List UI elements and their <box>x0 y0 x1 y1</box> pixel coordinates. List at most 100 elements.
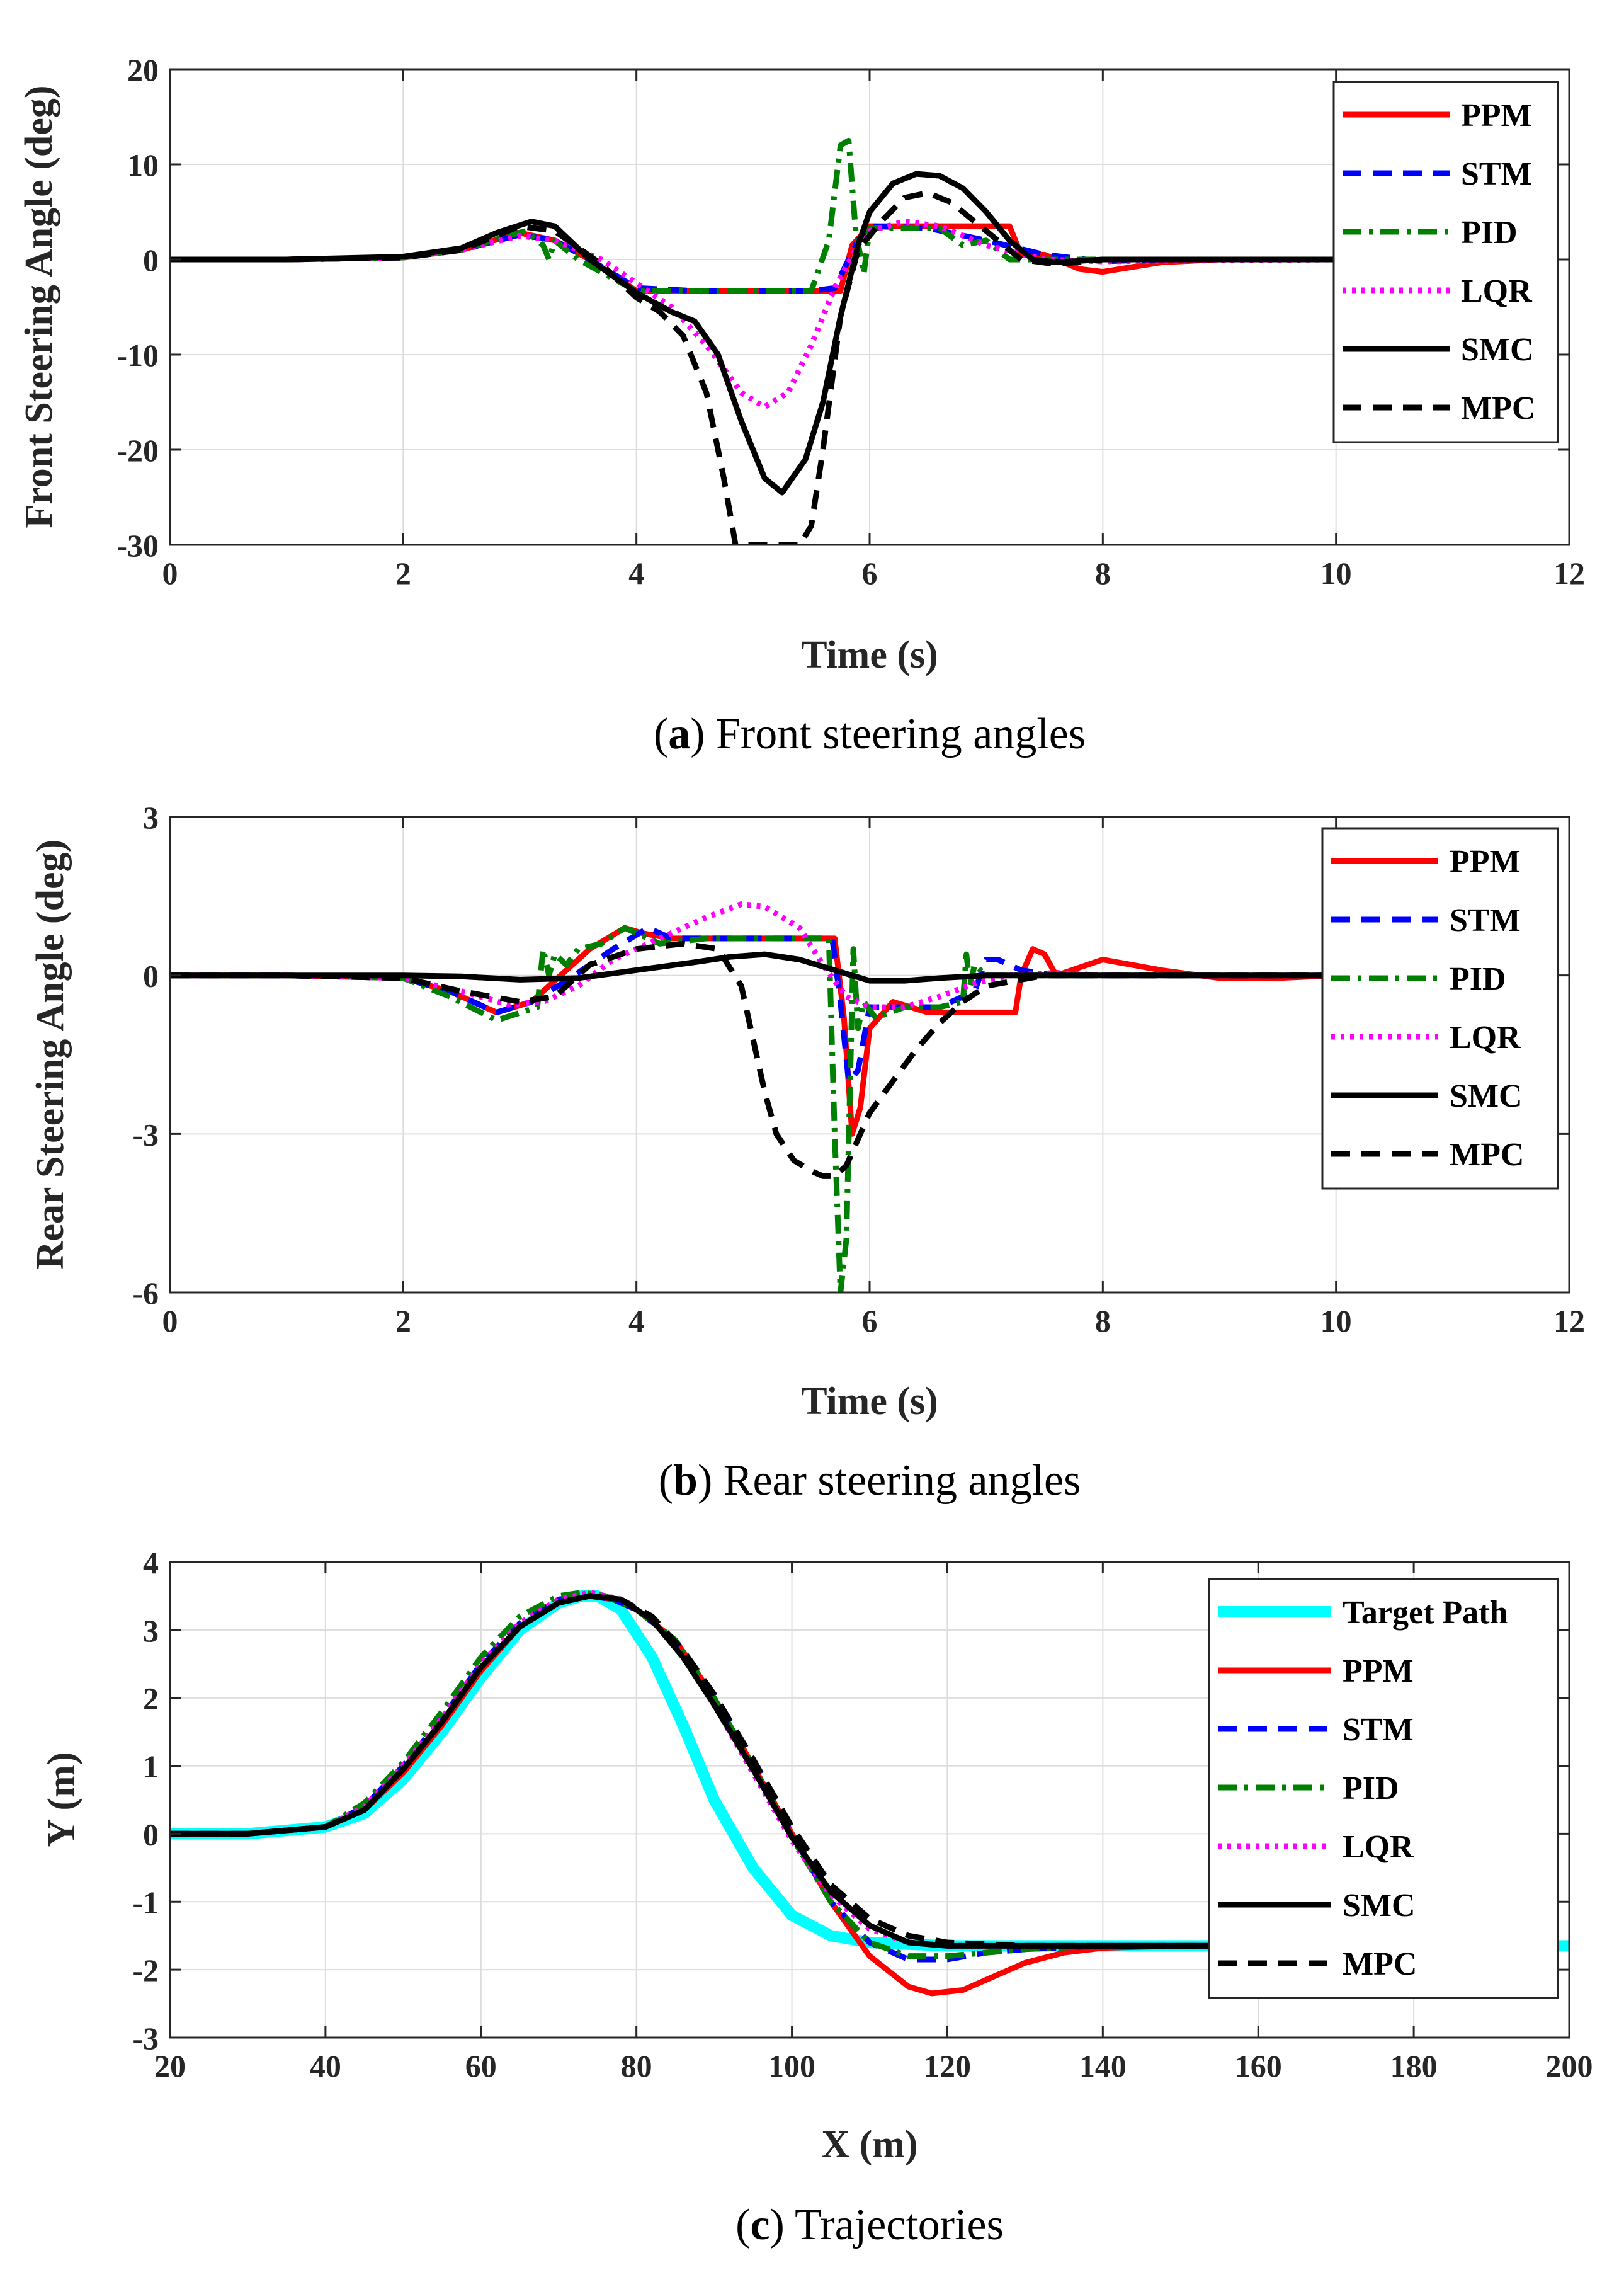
x-tick-label: 4 <box>628 1303 644 1338</box>
x-tick-label: 120 <box>924 2048 971 2084</box>
x-tick-label: 60 <box>465 2048 497 2084</box>
tick-labels: 20 40 60 80 100 120 140 160 180 200 -3 -2 -1 0 1 2 3 4 <box>132 1545 1593 2084</box>
x-tick-label: 180 <box>1390 2048 1438 2084</box>
series-line-stm <box>170 925 1336 1084</box>
series-line-pid <box>170 925 1336 1292</box>
x-tick-label: 12 <box>1553 556 1585 591</box>
legend-label-lqr: LQR <box>1343 1829 1414 1865</box>
y-tick-label: -1 <box>132 1885 159 1920</box>
x-tick-label: 0 <box>162 1303 178 1338</box>
y-tick-label: -6 <box>132 1275 159 1311</box>
legend-label-smc: SMC <box>1461 332 1534 368</box>
x-axis-label: Time (s) <box>801 1380 938 1423</box>
x-tick-label: 40 <box>310 2048 341 2084</box>
tick-labels: 0 2 4 6 8 10 12 -30 -20 -10 0 10 20 <box>116 52 1585 591</box>
panel-rear: 0 2 4 6 8 10 12 -6 -3 0 3 Time (s) Rear Steering A… <box>29 800 1585 1505</box>
y-tick-label: 2 <box>143 1681 159 1716</box>
legend-label-ppm: PPM <box>1343 1653 1414 1689</box>
legend-box <box>1321 827 1559 1190</box>
caption-text: Rear steering angles <box>712 1456 1081 1505</box>
x-tick-label: 10 <box>1320 1303 1352 1338</box>
x-tick-label: 4 <box>628 556 644 591</box>
series-line-smc <box>170 171 1336 496</box>
legend-label-smc: SMC <box>1450 1078 1523 1114</box>
legend-label-lqr: LQR <box>1461 273 1533 309</box>
y-tick-label: 3 <box>143 1613 159 1648</box>
y-tick-label: 0 <box>143 959 159 994</box>
x-axis-label: Time (s) <box>801 634 938 676</box>
legend-label-pid: PID <box>1343 1771 1399 1806</box>
series-line-smc <box>170 951 1336 984</box>
series-line-stm <box>170 223 1336 294</box>
x-tick-label: 12 <box>1553 1303 1585 1338</box>
series-group <box>170 1590 1569 1997</box>
legend-label-ppm: PPM <box>1461 98 1532 134</box>
panel-front: 0 2 4 6 8 10 12 -30 -20 -10 0 10 20 Time (s) Front S… <box>18 52 1585 758</box>
legend-label-smc: SMC <box>1343 1888 1416 1924</box>
x-tick-label: 0 <box>162 556 178 591</box>
y-tick-label: -2 <box>132 1953 159 1988</box>
y-tick-label: -10 <box>116 338 159 373</box>
y-tick-label: 20 <box>127 52 159 88</box>
x-tick-label: 6 <box>862 1303 878 1338</box>
x-tick-label: 20 <box>154 2048 186 2084</box>
caption-letter: a <box>668 710 690 758</box>
legend-label-pid: PID <box>1450 961 1506 997</box>
legend: PPM STM PID LQR SMC MPC <box>1332 81 1559 443</box>
x-tick-label: 10 <box>1320 556 1352 591</box>
series-line-lqr <box>170 901 1336 1010</box>
y-axis-label: Y (m) <box>40 1752 83 1847</box>
y-tick-label: -3 <box>132 2021 159 2056</box>
legend-box <box>1332 81 1559 443</box>
series-group <box>170 901 1336 1292</box>
legend-label-stm: STM <box>1343 1712 1414 1748</box>
y-tick-label: 4 <box>143 1545 159 1580</box>
legend-label-pid: PID <box>1461 215 1518 251</box>
series-line-mpc <box>170 1593 1336 1949</box>
x-tick-label: 2 <box>395 1303 411 1338</box>
y-tick-label: 0 <box>143 242 159 278</box>
legend-label-mpc: MPC <box>1450 1137 1524 1173</box>
x-tick-label: 8 <box>1095 556 1111 591</box>
x-tick-label: 160 <box>1235 2048 1282 2084</box>
x-tick-label: 100 <box>768 2048 815 2084</box>
legend: PPM STM PID LQR SMC MPC <box>1321 827 1559 1190</box>
legend-label-ppm: PPM <box>1450 844 1521 880</box>
legend-label-mpc: MPC <box>1461 391 1535 426</box>
axes-frame <box>169 1561 1570 2039</box>
series-line-lqr <box>170 219 1336 410</box>
y-tick-label: 1 <box>143 1749 159 1784</box>
series-line-mpc <box>170 940 1336 1179</box>
caption-text: Front steering angles <box>705 710 1086 758</box>
y-tick-label: 10 <box>127 147 159 183</box>
x-tick-label: 200 <box>1546 2048 1593 2084</box>
y-axis-label: Front Steering Angle (deg) <box>18 85 60 528</box>
legend-label-lqr: LQR <box>1450 1020 1521 1056</box>
caption: (b) Rear steering angles <box>659 1456 1081 1505</box>
y-tick-label: 3 <box>143 800 159 835</box>
y-tick-label: -3 <box>132 1117 159 1152</box>
caption: (a) Front steering angles <box>654 710 1086 758</box>
legend: Target Path PPM STM PID LQR SMC MPC <box>1208 1578 1559 1999</box>
y-axis-label: Rear Steering Angle (deg) <box>29 840 72 1269</box>
x-tick-label: 2 <box>395 556 411 591</box>
x-tick-label: 140 <box>1079 2048 1127 2084</box>
legend-label-mpc: MPC <box>1343 1946 1417 1982</box>
x-tick-label: 8 <box>1095 1303 1111 1338</box>
x-tick-label: 80 <box>621 2048 652 2084</box>
y-tick-label: -30 <box>116 528 159 563</box>
series-line-pid <box>170 137 1336 294</box>
y-tick-label: 0 <box>143 1816 159 1852</box>
legend-label-stm: STM <box>1461 156 1532 192</box>
tick-labels: 0 2 4 6 8 10 12 -6 -3 0 3 <box>132 800 1585 1338</box>
legend-label-stm: STM <box>1450 903 1521 938</box>
caption-letter: c <box>750 2201 769 2249</box>
caption: (c) Trajectories <box>735 2201 1004 2249</box>
caption-text: Trajectories <box>785 2201 1004 2249</box>
x-axis-label: X (m) <box>821 2123 917 2166</box>
y-tick-label: -20 <box>116 433 159 468</box>
x-tick-label: 6 <box>862 556 878 591</box>
caption-letter: b <box>673 1456 698 1505</box>
series-group <box>170 137 1336 545</box>
